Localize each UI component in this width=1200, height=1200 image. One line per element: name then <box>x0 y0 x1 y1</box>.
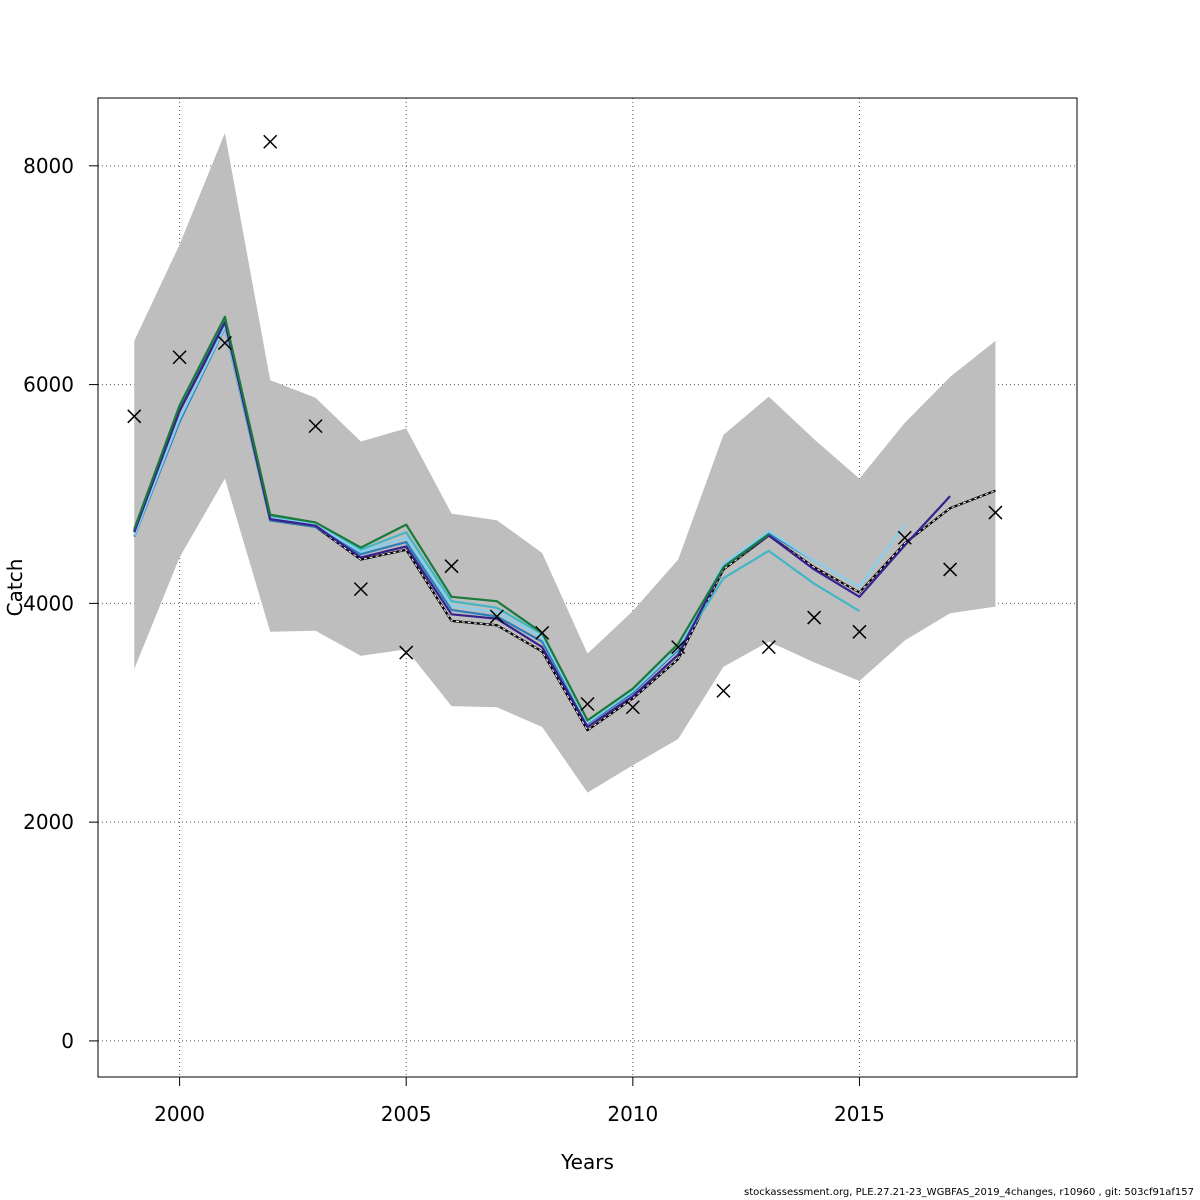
observed-point <box>807 610 822 625</box>
observed-point <box>217 335 232 351</box>
observed-point <box>399 645 414 660</box>
observed-point <box>716 683 731 698</box>
observed-point <box>580 696 595 712</box>
series-line-1-dash <box>133 321 996 731</box>
confidence-band <box>134 133 996 793</box>
y-tick-label: 0 <box>61 1029 74 1053</box>
y-tick-label: 8000 <box>23 154 74 178</box>
y-tick-label: 6000 <box>23 373 74 397</box>
observed-point <box>127 409 142 424</box>
observed-point <box>353 582 368 597</box>
observed-point <box>625 700 640 715</box>
series-line-5 <box>133 321 951 729</box>
observed-points-layer <box>127 134 1003 715</box>
y-axis: 0 2000 4000 6000 8000 <box>23 154 98 1053</box>
observed-point <box>172 350 187 365</box>
observed-point <box>444 559 459 574</box>
y-tick-label: 4000 <box>23 591 74 615</box>
confidence-band-layer <box>134 133 996 793</box>
series-line-6 <box>133 315 770 722</box>
observed-point <box>489 609 504 624</box>
x-tick-label: 2015 <box>834 1102 885 1126</box>
observed-point <box>761 640 776 655</box>
observed-point <box>263 134 278 149</box>
y-tick-label: 2000 <box>23 810 74 834</box>
x-axis: 2000 2005 2010 2015 <box>154 1076 885 1126</box>
observed-point <box>308 419 323 434</box>
observed-point <box>535 625 550 640</box>
y-axis-title: Catch <box>3 559 27 617</box>
x-tick-label: 2000 <box>154 1102 205 1126</box>
series-layer <box>133 315 996 732</box>
observed-point <box>943 562 958 577</box>
observed-point <box>988 505 1003 520</box>
x-axis-title: Years <box>560 1150 614 1174</box>
footer-caption: stockassessment.org, PLE.27.21-23_WGBFAS… <box>744 1187 1194 1198</box>
x-tick-label: 2005 <box>381 1102 432 1126</box>
observed-point <box>852 624 867 639</box>
x-tick-label: 2010 <box>607 1102 658 1126</box>
observed-point <box>671 640 686 655</box>
observed-point <box>897 530 912 545</box>
